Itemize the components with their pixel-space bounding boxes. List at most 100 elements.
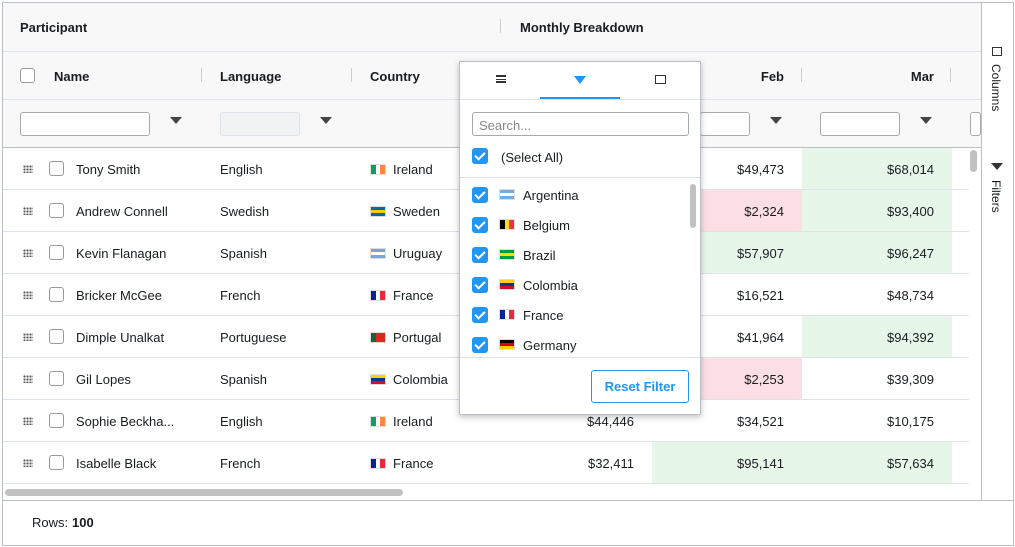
cell-feb: $95,141 bbox=[737, 456, 784, 471]
checkbox[interactable] bbox=[472, 277, 488, 293]
item-label: Colombia bbox=[523, 278, 578, 293]
item-label: Belgium bbox=[523, 218, 570, 233]
filter-input[interactable] bbox=[820, 112, 900, 136]
flag bbox=[499, 249, 515, 260]
cell-highlight bbox=[802, 442, 952, 484]
cell-mar: $68,014 bbox=[887, 162, 934, 177]
filter-icon[interactable] bbox=[920, 117, 932, 124]
select-all-label: (Select All) bbox=[501, 150, 564, 165]
filter-input bbox=[970, 112, 981, 136]
filter-input[interactable] bbox=[20, 112, 150, 136]
cell-jan: $32,411 bbox=[587, 456, 634, 471]
search-input[interactable]: Search... bbox=[472, 112, 689, 136]
column-header[interactable]: Country bbox=[370, 69, 420, 84]
cell-language: French bbox=[220, 456, 261, 471]
divider bbox=[460, 357, 700, 358]
menu-tab-mid bbox=[496, 79, 506, 80]
cell-highlight bbox=[802, 232, 952, 274]
cell-jan: $44,446 bbox=[587, 414, 634, 429]
cell-name: Dimple Unalkat bbox=[76, 330, 165, 345]
cell-language: Spanish bbox=[220, 246, 267, 261]
hline bbox=[3, 51, 981, 52]
filter-icon[interactable] bbox=[770, 117, 782, 124]
checkbox[interactable] bbox=[20, 68, 35, 83]
h-scroll-thumb[interactable] bbox=[5, 489, 403, 496]
column-header[interactable]: Feb bbox=[760, 69, 784, 84]
v-scroll-thumb[interactable] bbox=[970, 150, 977, 172]
column-header[interactable]: Name bbox=[54, 69, 90, 84]
checkbox[interactable] bbox=[472, 148, 488, 164]
footer-label: Rows: bbox=[32, 515, 69, 530]
side-tab[interactable]: Filters bbox=[989, 180, 1003, 213]
drag-handle[interactable] bbox=[23, 333, 33, 341]
column-header[interactable]: Mar bbox=[910, 69, 934, 84]
item-label: France bbox=[523, 308, 564, 323]
flag bbox=[370, 164, 386, 175]
filter-input[interactable] bbox=[700, 112, 750, 136]
filter-icon[interactable] bbox=[320, 117, 332, 124]
filter-icon[interactable] bbox=[170, 117, 182, 124]
footer-line bbox=[3, 500, 1013, 501]
cell-mar: $96,247 bbox=[887, 246, 934, 261]
checkbox[interactable] bbox=[49, 413, 64, 428]
checkbox[interactable] bbox=[49, 203, 64, 218]
cell-name: Tony Smith bbox=[76, 162, 141, 177]
reset-button[interactable]: Reset Filter bbox=[591, 370, 689, 403]
checkbox[interactable] bbox=[472, 187, 488, 203]
cell-feb: $2,324 bbox=[744, 204, 784, 219]
column-header[interactable]: Language bbox=[220, 69, 282, 84]
cell-mar: $48,734 bbox=[887, 288, 934, 303]
drag-handle[interactable] bbox=[23, 207, 33, 215]
tab-line bbox=[460, 99, 700, 100]
filter-tab[interactable] bbox=[574, 76, 586, 84]
cell-highlight bbox=[802, 148, 952, 190]
checkbox[interactable] bbox=[49, 371, 64, 386]
columns-tab[interactable] bbox=[655, 75, 666, 84]
item-label: Argentina bbox=[523, 188, 579, 203]
cell-name: Kevin Flanagan bbox=[76, 246, 167, 261]
cell-name: Gil Lopes bbox=[76, 372, 131, 387]
row-line bbox=[3, 483, 969, 484]
row-line bbox=[3, 441, 969, 442]
checkbox[interactable] bbox=[49, 329, 64, 344]
side-divider bbox=[981, 3, 982, 500]
checkbox[interactable] bbox=[49, 287, 64, 302]
drag-handle[interactable] bbox=[23, 165, 33, 173]
column-sep bbox=[801, 68, 802, 82]
cell-country: Ireland bbox=[393, 162, 433, 177]
flag bbox=[370, 374, 386, 385]
menu-tab[interactable] bbox=[496, 75, 506, 83]
filter-input bbox=[220, 112, 300, 136]
column-sep bbox=[201, 68, 202, 82]
flag bbox=[370, 206, 386, 217]
filters-icon bbox=[991, 163, 1003, 170]
checkbox[interactable] bbox=[472, 217, 488, 233]
list-scroll-thumb[interactable] bbox=[690, 184, 696, 228]
cell-country: France bbox=[393, 456, 434, 471]
checkbox[interactable] bbox=[472, 307, 488, 323]
divider bbox=[460, 177, 700, 178]
cell-feb: $49,473 bbox=[737, 162, 784, 177]
checkbox[interactable] bbox=[49, 245, 64, 260]
checkbox[interactable] bbox=[472, 337, 488, 353]
cell-mar: $93,400 bbox=[887, 204, 934, 219]
cell-feb: $34,521 bbox=[737, 414, 784, 429]
tab-underline bbox=[540, 97, 620, 99]
cell-language: French bbox=[220, 288, 261, 303]
drag-handle[interactable] bbox=[23, 291, 33, 299]
checkbox[interactable] bbox=[472, 247, 488, 263]
flag bbox=[370, 416, 386, 427]
drag-handle[interactable] bbox=[23, 375, 33, 383]
side-tab[interactable]: Columns bbox=[989, 64, 1003, 112]
flag bbox=[499, 219, 515, 230]
drag-handle[interactable] bbox=[23, 459, 33, 467]
columns-icon bbox=[992, 47, 1002, 56]
checkbox[interactable] bbox=[49, 161, 64, 176]
cell-mar: $57,634 bbox=[887, 456, 934, 471]
checkbox[interactable] bbox=[49, 455, 64, 470]
flag bbox=[499, 279, 515, 290]
drag-handle[interactable] bbox=[23, 249, 33, 257]
drag-handle[interactable] bbox=[23, 417, 33, 425]
